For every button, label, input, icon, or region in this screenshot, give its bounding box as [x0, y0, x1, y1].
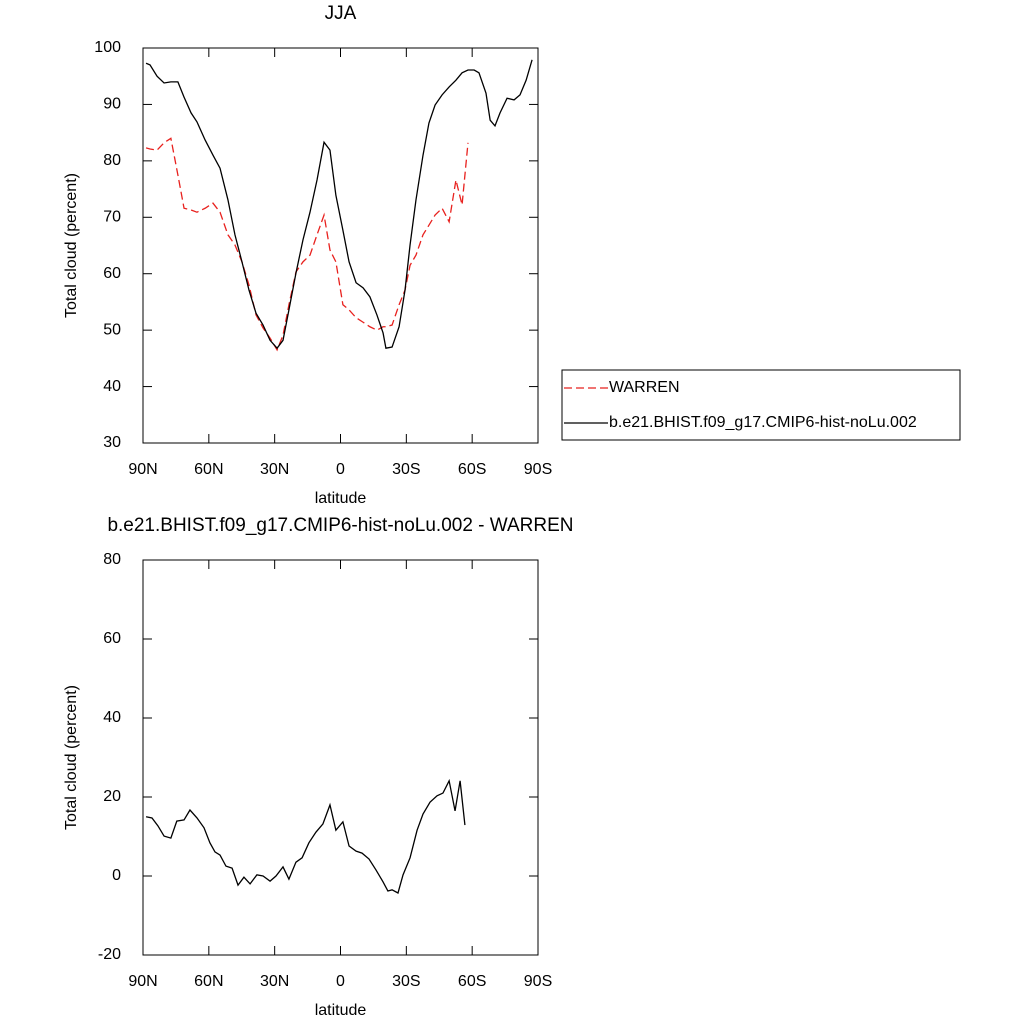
y-tick-label: 90 [103, 96, 121, 113]
x-tick-label: 60S [458, 973, 486, 990]
data-line [145, 137, 469, 352]
y-axis-label: Total cloud (percent) [63, 685, 80, 830]
y-tick-label: 60 [103, 265, 121, 282]
y-tick-label: 0 [112, 867, 121, 884]
x-tick-label: 30N [260, 973, 289, 990]
y-tick-label: -20 [98, 946, 121, 963]
y-tick-label: 40 [103, 709, 121, 726]
x-tick-label: 90N [128, 461, 157, 478]
y-axis-label: Total cloud (percent) [63, 173, 80, 318]
x-tick-label: 90S [524, 461, 552, 478]
y-tick-label: 50 [103, 321, 121, 338]
x-tick-label: 60S [458, 461, 486, 478]
y-tick-label: 40 [103, 378, 121, 395]
plot-frame [142, 559, 539, 956]
plot-frame [142, 47, 539, 444]
x-tick-label: 30N [260, 461, 289, 478]
y-tick-label: 60 [103, 630, 121, 647]
y-tick-label: 80 [103, 551, 121, 568]
y-tick-label: 20 [103, 788, 121, 805]
y-tick-label: 30 [103, 434, 121, 451]
x-axis-label: latitude [315, 490, 367, 507]
data-line [145, 778, 466, 894]
x-tick-label: 90N [128, 973, 157, 990]
x-tick-label: 0 [336, 973, 345, 990]
y-tick-label: 70 [103, 209, 121, 226]
chart-title: b.e21.BHIST.f09_g17.CMIP6-hist-noLu.002 … [107, 515, 573, 536]
y-tick-label: 80 [103, 152, 121, 169]
data-line [145, 59, 533, 350]
legend-label: b.e21.BHIST.f09_g17.CMIP6-hist-noLu.002 [609, 414, 917, 431]
x-axis-label: latitude [315, 1002, 367, 1019]
x-tick-label: 30S [392, 461, 420, 478]
x-tick-label: 0 [336, 461, 345, 478]
x-tick-label: 90S [524, 973, 552, 990]
x-tick-label: 60N [194, 461, 223, 478]
y-tick-label: 100 [94, 39, 121, 56]
legend-box [561, 369, 961, 441]
legend-label: WARREN [609, 379, 680, 396]
x-tick-label: 30S [392, 973, 420, 990]
x-tick-label: 60N [194, 973, 223, 990]
chart-title: JJA [325, 3, 357, 24]
